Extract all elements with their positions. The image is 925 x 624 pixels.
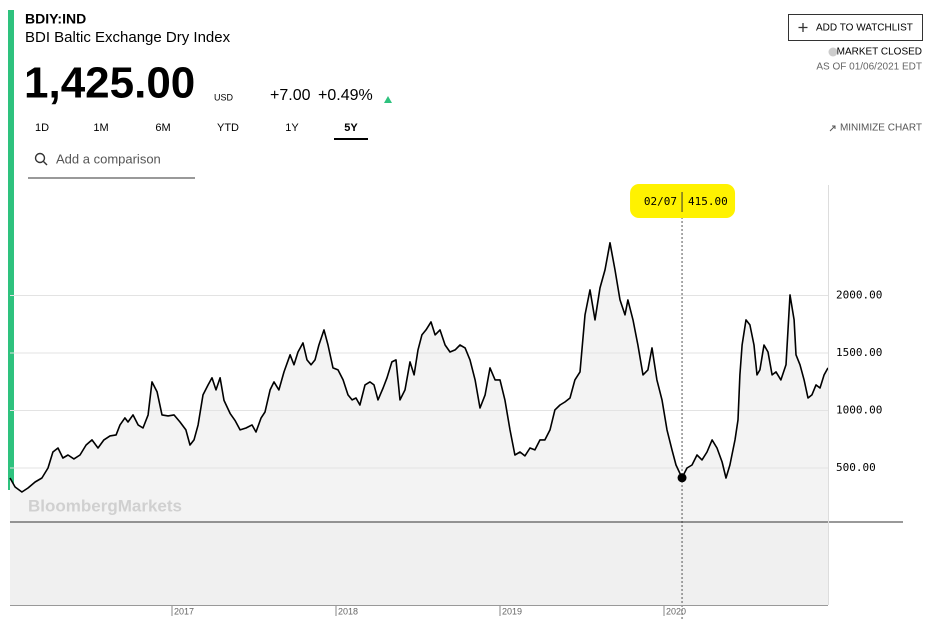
plus-icon[interactable] bbox=[798, 23, 808, 32]
x-tick-label: 2020 bbox=[666, 606, 686, 616]
range-tab[interactable]: 6M bbox=[155, 122, 170, 134]
index-name: BDI Baltic Exchange Dry Index bbox=[25, 29, 231, 46]
status-dot bbox=[828, 47, 838, 57]
y-tick-label: 1000.00 bbox=[836, 404, 882, 417]
change: +7.00 bbox=[270, 87, 311, 104]
x-tick-label: 2019 bbox=[502, 606, 522, 616]
y-tick-label: 500.00 bbox=[836, 461, 876, 474]
range-tab[interactable]: 1Y bbox=[285, 122, 299, 134]
range-tab[interactable]: 5Y bbox=[344, 122, 358, 134]
watermark: BloombergMarkets bbox=[28, 496, 182, 515]
price-line bbox=[9, 242, 829, 493]
lower-panel bbox=[10, 522, 828, 605]
button-frame[interactable] bbox=[788, 14, 923, 41]
search-icon-handle[interactable] bbox=[43, 161, 48, 166]
change-percent: +0.49% bbox=[318, 87, 373, 104]
up-arrow bbox=[384, 96, 392, 103]
area bbox=[9, 242, 828, 523]
as-of: AS OF 01/06/2021 EDT bbox=[816, 62, 922, 73]
minimize-icon[interactable] bbox=[829, 125, 836, 132]
active-tab-underline bbox=[334, 138, 368, 140]
accent-bar bbox=[8, 10, 14, 490]
x-tick-label: 2018 bbox=[338, 606, 358, 616]
watchlist-button[interactable]: ADD TO WATCHLIST bbox=[788, 14, 923, 41]
search-icon[interactable] bbox=[34, 152, 46, 164]
crosshair-date: 02/07 bbox=[644, 195, 677, 208]
comparison-input[interactable]: Add a comparison bbox=[56, 151, 161, 166]
range-tab[interactable]: 1D bbox=[35, 122, 49, 134]
range-tab[interactable]: 1M bbox=[93, 122, 108, 134]
x-tick-label: 2017 bbox=[174, 606, 194, 616]
range-tab[interactable]: YTD bbox=[217, 122, 239, 134]
range-tabs: 1D 1M 6M YTD 1Y 5Y bbox=[35, 122, 368, 140]
currency: USD bbox=[214, 92, 234, 102]
market-status: MARKET CLOSED bbox=[837, 47, 922, 58]
y-tick-label: 1500.00 bbox=[836, 346, 882, 359]
crosshair-value: 415.00 bbox=[688, 195, 728, 208]
plot: 500.00 1000.00 1500.00 2000.00 2017 2018 2019 2… bbox=[9, 184, 882, 620]
y-tick-label: 2000.00 bbox=[836, 289, 882, 302]
crosshair-point bbox=[677, 473, 687, 483]
minimize-chart[interactable]: MINIMIZE CHART bbox=[840, 123, 922, 134]
ticker: BDIY:IND bbox=[25, 11, 86, 27]
button-label[interactable]: ADD TO WATCHLIST bbox=[816, 23, 913, 34]
price: 1,425.00 bbox=[24, 59, 195, 108]
